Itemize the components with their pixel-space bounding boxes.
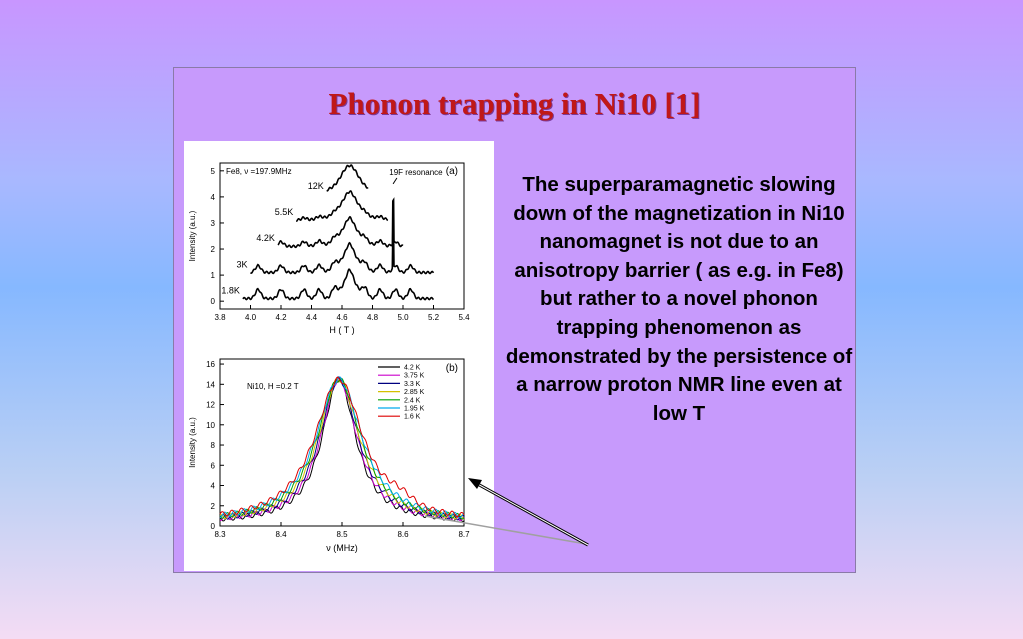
legend-label: 2.85 K xyxy=(404,389,425,396)
y-axis-label: Intensity (a.u.) xyxy=(188,210,197,261)
x-tick-label: 3.8 xyxy=(214,313,226,322)
series-line xyxy=(326,164,369,192)
arrow-shaft-inner xyxy=(473,481,589,546)
y-tick-label: 16 xyxy=(206,360,215,369)
y-tick-label: 3 xyxy=(211,219,216,228)
y-axis-label: Intensity (a.u.) xyxy=(188,417,197,468)
slide-title: Phonon trapping in Ni10 [1] xyxy=(328,86,701,121)
x-tick-label: 8.5 xyxy=(336,530,348,539)
x-tick-label: 4.6 xyxy=(336,313,348,322)
legend-label: 1.95 K xyxy=(404,406,425,413)
series-line xyxy=(277,197,404,249)
legend-label: 4.2 K xyxy=(404,365,421,372)
y-tick-label: 4 xyxy=(211,193,216,202)
x-tick-label: 5.4 xyxy=(458,313,470,322)
resonance-label: 19F resonance xyxy=(389,168,443,177)
y-tick-label: 4 xyxy=(211,482,216,491)
legend-label: 1.6 K xyxy=(404,414,421,421)
chart-a: 3.8 4.0 4.2 4.4 4.6 4.8 5.0 5.2 5.4 0 1 2 3 4 5 H ( T )… xyxy=(188,162,470,335)
legend-label: 2.4 K xyxy=(404,397,421,404)
legend-label: 3.75 K xyxy=(404,373,425,380)
arrow-head xyxy=(468,478,482,489)
series-line xyxy=(242,268,435,301)
resonance-pointer xyxy=(392,177,398,185)
series-line xyxy=(219,377,465,520)
y-tick-label: 8 xyxy=(211,441,216,450)
annotation: Fe8, ν =197.9MHz xyxy=(226,167,292,176)
series-label: 3K xyxy=(236,259,247,269)
y-tick-label: 10 xyxy=(206,421,215,430)
series-label: 12K xyxy=(308,181,324,191)
x-tick-label: 8.3 xyxy=(214,530,226,539)
x-tick-label: 8.4 xyxy=(275,530,287,539)
y-tick-label: 0 xyxy=(211,297,216,306)
panel-label: (b) xyxy=(446,363,458,374)
pointer-line xyxy=(424,515,587,545)
x-tick-label: 4.2 xyxy=(275,313,287,322)
series-label: 5.5K xyxy=(275,207,294,217)
y-tick-label: 2 xyxy=(211,245,216,254)
series-label: 1.8K xyxy=(221,285,240,295)
y-tick-label: 5 xyxy=(211,167,216,176)
series-line xyxy=(219,376,465,518)
x-tick-label: 8.7 xyxy=(458,530,470,539)
x-tick-label: 8.6 xyxy=(397,530,409,539)
x-tick-label: 4.4 xyxy=(306,313,318,322)
series-line xyxy=(219,376,465,519)
legend-label: 3.3 K xyxy=(404,381,421,388)
y-tick-label: 1 xyxy=(211,271,216,280)
y-tick-label: 14 xyxy=(206,380,215,389)
y-tick-label: 12 xyxy=(206,401,215,410)
y-tick-label: 2 xyxy=(211,502,216,511)
x-tick-label: 5.0 xyxy=(397,313,409,322)
chart-b: 8.3 8.4 8.5 8.6 8.7 0 2 4 6 8 10 12 14 16 ν (MHz) Inten… xyxy=(188,358,470,553)
y-tick-label: 6 xyxy=(211,461,216,470)
series-line xyxy=(296,190,389,222)
series-line xyxy=(249,222,435,275)
x-tick-label: 4.0 xyxy=(245,313,257,322)
figure-panel: 3.8 4.0 4.2 4.4 4.6 4.8 5.0 5.2 5.4 0 1 2 3 4 5 H ( T )… xyxy=(184,141,494,571)
x-tick-label: 5.2 xyxy=(428,313,440,322)
description-text: The superparamagnetic slowing down of th… xyxy=(505,173,853,425)
x-axis-label: ν (MHz) xyxy=(326,543,358,553)
x-axis-label: H ( T ) xyxy=(329,325,354,335)
series-line xyxy=(220,378,465,520)
annotation: Ni10, H =0.2 T xyxy=(247,382,299,391)
y-tick-label: 0 xyxy=(211,522,216,531)
x-tick-label: 4.8 xyxy=(367,313,379,322)
slide-panel: Phonon trapping in Ni10 [1] 3.8 4.0 4.2 4.4… xyxy=(173,67,856,573)
panel-label: (a) xyxy=(446,166,458,177)
series-label: 4.2K xyxy=(256,233,275,243)
